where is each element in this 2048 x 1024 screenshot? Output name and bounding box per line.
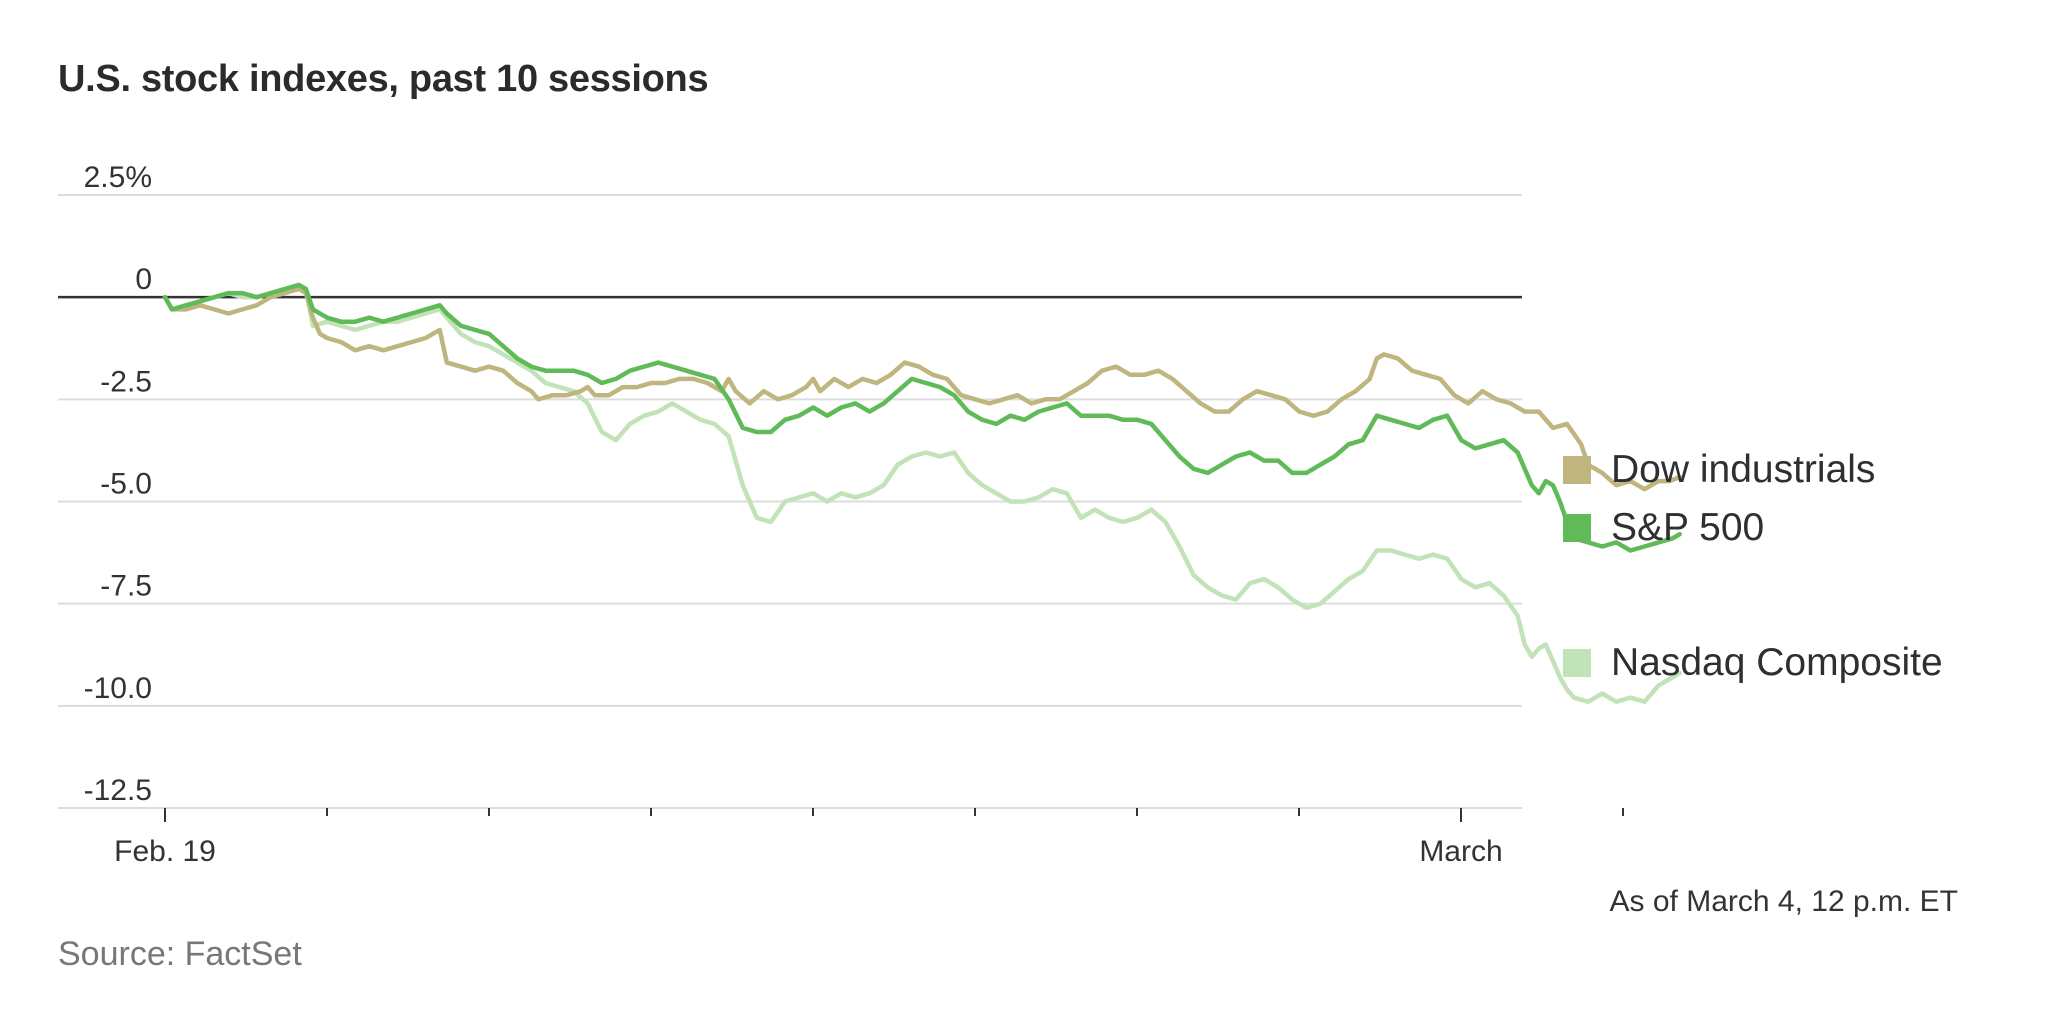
x-tick-label: Feb. 19 <box>114 835 216 868</box>
legend-swatch-nasdaq <box>1563 649 1591 677</box>
source-note: Source: FactSet <box>58 935 302 973</box>
y-tick-label: -10.0 <box>84 672 152 705</box>
x-tick-label: March <box>1419 835 1502 868</box>
y-tick-label: -5.0 <box>100 468 152 501</box>
series-line-nasdaq <box>162 282 1682 704</box>
legend-swatch-sp500 <box>1563 514 1591 542</box>
grid-lines <box>58 194 1522 809</box>
series-line-sp500 <box>162 282 1682 553</box>
series-lines <box>162 282 1682 704</box>
y-axis-tick-labels: 2.5% 0 -2.5 -5.0 -7.5 -10.0 -12.5 <box>84 161 152 807</box>
legend-label-dow: Dow industrials <box>1611 448 1876 491</box>
y-tick-label: 0 <box>135 263 152 296</box>
y-tick-label: -7.5 <box>100 570 152 603</box>
y-tick-label: -2.5 <box>100 365 152 398</box>
legend-swatch-dow <box>1563 456 1591 484</box>
legend-item-nasdaq: Nasdaq Composite <box>1563 641 1943 685</box>
legend-item-sp500: S&P 500 <box>1563 506 1764 550</box>
legend-item-dow: Dow industrials <box>1563 448 1875 492</box>
x-axis: Feb. 19 March <box>114 808 1624 868</box>
series-line-dow <box>162 286 1682 492</box>
legend-label-nasdaq: Nasdaq Composite <box>1611 641 1943 684</box>
legend-label-sp500: S&P 500 <box>1611 506 1765 549</box>
y-tick-label: -12.5 <box>84 774 152 807</box>
legend: Dow industrials S&P 500 Nasdaq Composite <box>1563 0 2033 1024</box>
y-tick-label: 2.5% <box>84 161 152 194</box>
timestamp-note: As of March 4, 12 p.m. ET <box>1609 885 1958 918</box>
chart-title: U.S. stock indexes, past 10 sessions <box>58 58 709 100</box>
